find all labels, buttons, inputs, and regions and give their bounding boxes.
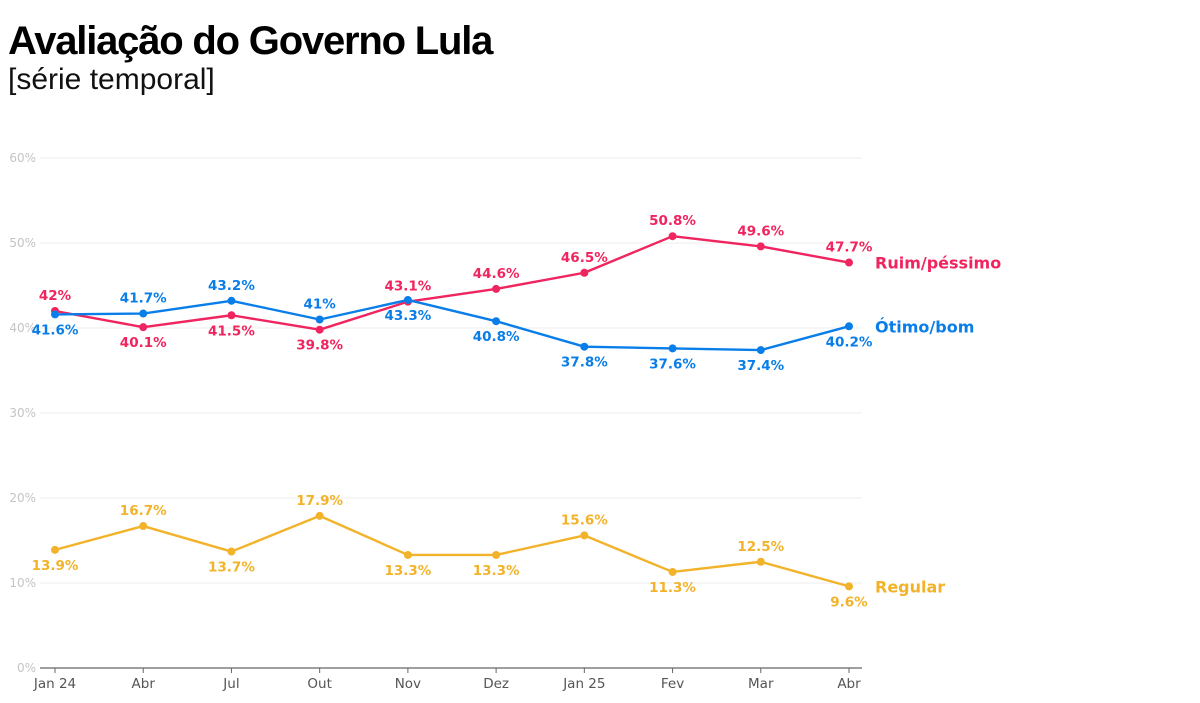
x-tick-label: Nov [395,676,421,692]
x-tick-label: Fev [661,676,684,692]
data-label-regular: 13.3% [473,563,520,579]
x-tick-label: Out [307,676,331,692]
x-tick-label: Jul [222,676,239,692]
data-label-ruim-pessimo: 49.6% [737,223,784,239]
y-tick-label: 0% [17,661,36,675]
data-point-regular [668,567,677,576]
data-label-regular: 11.3% [649,580,696,596]
x-tick-label: Dez [483,676,509,692]
series-lines [54,234,850,588]
data-label-regular: 16.7% [120,503,167,519]
data-point-regular [315,511,324,520]
x-tick-label: Jan 25 [562,676,605,692]
data-label-ruim-pessimo: 50.8% [649,213,696,229]
data-point-otimo-bom [845,322,853,331]
y-tick-label: 30% [9,406,36,420]
data-point-regular [580,531,589,540]
data-point-otimo-bom [315,315,324,324]
data-label-regular: 17.9% [296,493,343,509]
data-point-otimo-bom [756,346,765,355]
data-point-ruim-pessimo [315,325,324,334]
data-label-otimo-bom: 37.6% [649,356,696,372]
series-points [51,232,853,591]
data-label-ruim-pessimo: 43.1% [384,279,431,295]
x-tick-label: Jan 24 [33,676,76,692]
data-label-otimo-bom: 40.2% [826,334,873,350]
data-label-regular: 13.3% [384,563,431,579]
data-point-otimo-bom [139,309,148,318]
data-point-ruim-pessimo [139,323,148,332]
y-tick-label: 10% [9,576,36,590]
data-label-otimo-bom: 43.2% [208,278,255,294]
data-label-ruim-pessimo: 39.8% [296,338,343,354]
series-line-regular [54,514,850,588]
y-tick-label: 60% [9,151,36,165]
data-point-regular [51,545,59,554]
data-labels: 42% 40.1% 41.5% 39.8% 43.1% 44.6% 46.5% 50.8% 49… [32,213,873,610]
data-label-regular: 12.5% [737,539,784,555]
data-point-ruim-pessimo [227,311,236,320]
data-point-regular [139,522,148,531]
data-label-regular: 13.7% [208,560,255,576]
data-point-ruim-pessimo [580,268,589,277]
data-label-otimo-bom: 41% [304,297,337,313]
data-label-ruim-pessimo: 42% [39,288,72,304]
data-label-ruim-pessimo: 40.1% [120,335,167,351]
data-point-regular [227,547,236,556]
data-point-ruim-pessimo [845,258,853,267]
data-point-regular [845,582,853,591]
data-label-regular: 15.6% [561,512,608,528]
x-tick-label: Mar [748,676,774,692]
gridlines [40,157,862,584]
series-line-ruim-pessimo [54,234,850,331]
series-label-regular: Regular [875,577,945,596]
series-label-ruim-pessimo: Ruim/péssimo [875,254,1001,273]
data-label-regular: 9.6% [830,594,868,610]
data-point-otimo-bom [403,295,412,304]
data-label-regular: 13.9% [32,558,79,574]
data-label-ruim-pessimo: 44.6% [473,266,520,282]
data-label-otimo-bom: 43.3% [384,308,431,324]
data-point-ruim-pessimo [492,284,501,293]
data-point-ruim-pessimo [756,242,765,251]
data-label-ruim-pessimo: 47.7% [826,240,873,256]
data-point-otimo-bom [227,296,236,305]
series-label-otimo-bom: Ótimo/bom [875,317,974,336]
series-line-otimo-bom [54,298,850,352]
x-tick-label: Abr [837,676,861,692]
series-labels: Ruim/péssimo Ótimo/bom Regular [875,254,1001,597]
data-label-otimo-bom: 41.7% [120,291,167,307]
x-axis: Jan 24 Abr Jul Out Nov Dez Jan 25 Fev Mar Abr [33,667,862,692]
x-tick-label: Abr [132,676,156,692]
data-point-otimo-bom [668,344,677,353]
data-point-ruim-pessimo [668,232,677,241]
chart-title: Avaliação do Governo Lula [8,19,493,63]
data-point-otimo-bom [51,310,59,319]
chart-subtitle: [série temporal] [8,63,215,96]
data-point-otimo-bom [492,317,501,326]
data-label-otimo-bom: 40.8% [473,329,520,345]
data-label-otimo-bom: 41.6% [32,322,79,338]
y-tick-label: 40% [9,321,36,335]
data-point-regular [492,550,501,559]
data-label-otimo-bom: 37.4% [737,358,784,374]
data-point-otimo-bom [580,342,589,351]
data-label-ruim-pessimo: 46.5% [561,250,608,266]
data-label-otimo-bom: 37.8% [561,355,608,371]
data-point-regular [403,550,412,559]
y-tick-label: 20% [9,491,36,505]
data-point-regular [756,557,765,566]
y-axis: 0% 10% 20% 30% 40% 50% 60% [9,151,36,675]
y-tick-label: 50% [9,236,36,250]
data-label-ruim-pessimo: 41.5% [208,323,255,339]
